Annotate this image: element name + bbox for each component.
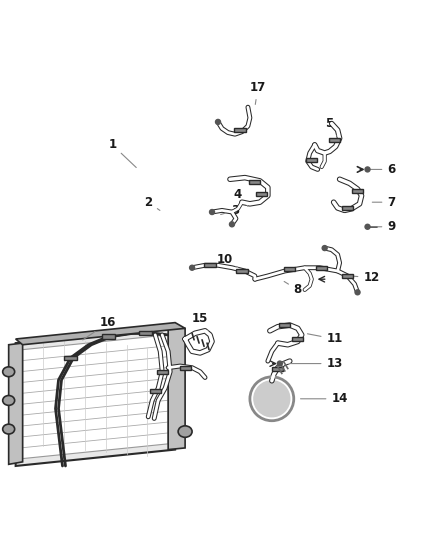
Bar: [292, 337, 304, 341]
Polygon shape: [16, 322, 185, 345]
Circle shape: [190, 265, 194, 270]
Circle shape: [355, 290, 360, 295]
Polygon shape: [9, 343, 23, 464]
Bar: [316, 266, 327, 270]
Text: 8: 8: [284, 281, 302, 296]
Text: 11: 11: [307, 333, 343, 345]
Bar: [139, 331, 152, 335]
Text: 5: 5: [325, 117, 338, 136]
Bar: [180, 366, 191, 369]
Polygon shape: [23, 335, 168, 458]
Bar: [157, 370, 168, 374]
Circle shape: [209, 209, 215, 214]
Text: 13: 13: [288, 357, 343, 370]
Circle shape: [215, 119, 220, 124]
Bar: [249, 180, 261, 184]
Ellipse shape: [178, 426, 192, 437]
Bar: [272, 367, 283, 372]
Text: 9: 9: [370, 220, 396, 233]
Circle shape: [230, 222, 234, 227]
Polygon shape: [168, 327, 185, 449]
Ellipse shape: [3, 367, 14, 377]
Bar: [352, 189, 363, 193]
Text: 2: 2: [144, 196, 160, 211]
Ellipse shape: [3, 424, 14, 434]
Text: 7: 7: [372, 196, 396, 209]
Bar: [306, 158, 317, 161]
Bar: [279, 323, 290, 327]
Bar: [329, 138, 340, 142]
Text: 10: 10: [217, 253, 238, 268]
Text: 1: 1: [108, 139, 136, 167]
Bar: [237, 269, 247, 273]
Text: 3: 3: [221, 204, 239, 217]
Text: 6: 6: [370, 163, 396, 176]
Circle shape: [322, 246, 327, 251]
Bar: [256, 192, 268, 196]
Circle shape: [277, 361, 283, 366]
Bar: [342, 206, 353, 210]
Circle shape: [254, 381, 290, 417]
Bar: [284, 268, 295, 271]
Text: 4: 4: [234, 188, 248, 206]
Circle shape: [365, 167, 370, 172]
Text: 16: 16: [83, 316, 117, 340]
Text: 15: 15: [192, 312, 208, 331]
Bar: [64, 356, 77, 360]
Bar: [102, 334, 115, 339]
Bar: [205, 263, 215, 267]
Text: 17: 17: [250, 81, 266, 104]
Polygon shape: [16, 327, 175, 466]
Circle shape: [365, 224, 370, 229]
Ellipse shape: [3, 395, 14, 406]
Bar: [234, 128, 246, 132]
Text: 12: 12: [352, 271, 380, 284]
Bar: [342, 274, 353, 278]
Bar: [150, 389, 161, 393]
Text: 14: 14: [300, 392, 348, 405]
